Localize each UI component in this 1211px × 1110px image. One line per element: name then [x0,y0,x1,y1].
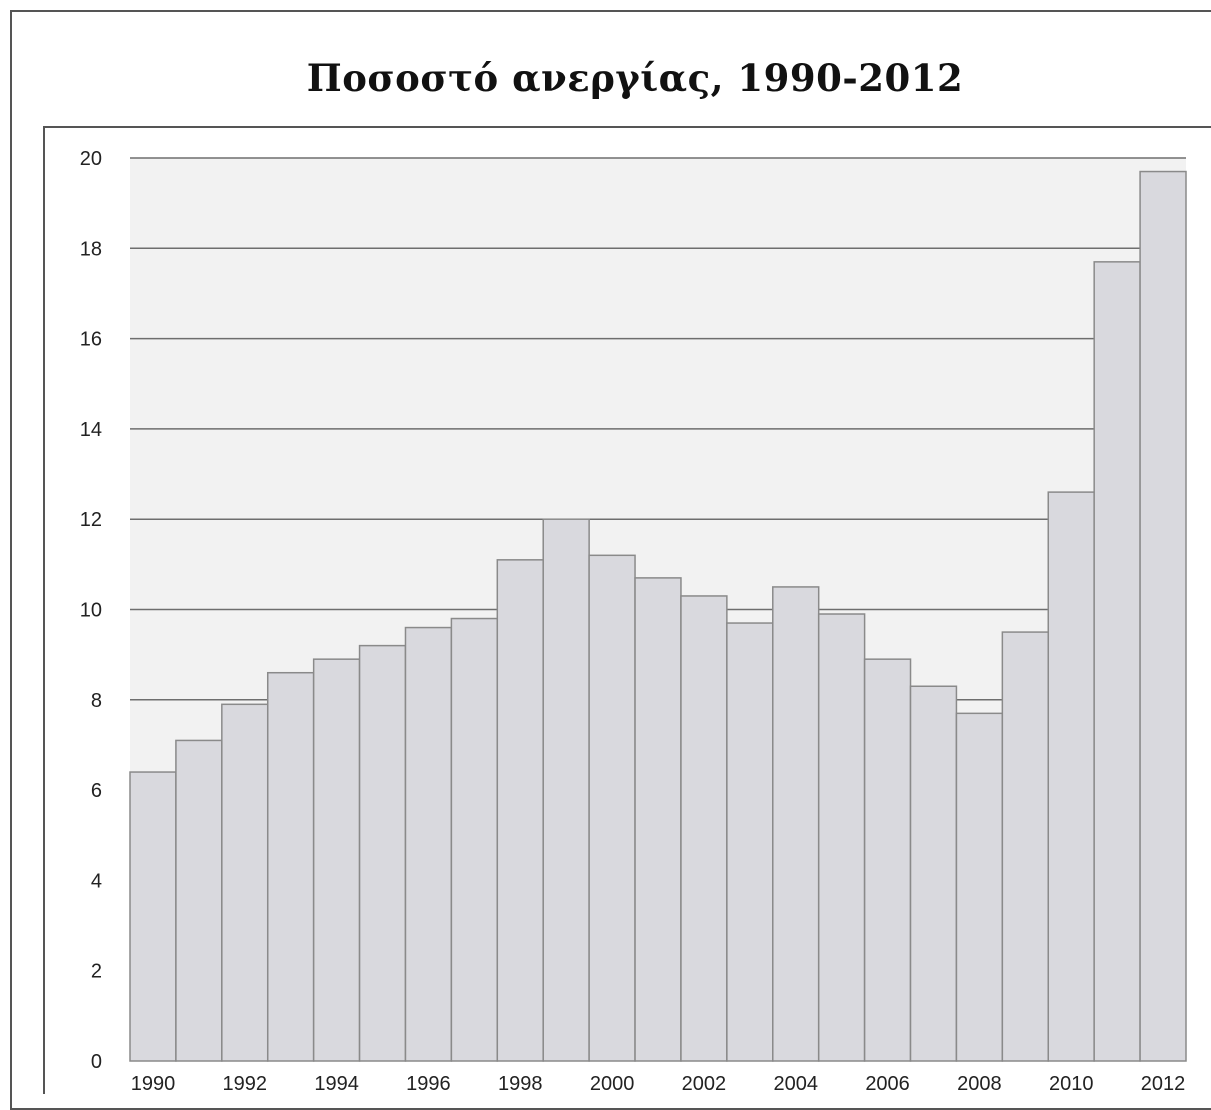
y-axis-tick-labels: 0 2 4 6 8 10 12 14 16 18 20 [80,148,102,1073]
y-tick-label: 18 [80,238,102,260]
bar-1990 [129,771,177,1062]
x-tick-label: 1992 [223,1073,268,1094]
x-tick-label: 1994 [314,1073,359,1094]
bar-1998 [496,559,544,1062]
x-tick-label: 1990 [131,1073,176,1094]
bar-2006 [863,658,912,1062]
y-tick-label: 10 [80,600,102,622]
bar-2004 [772,586,820,1062]
x-tick-label: 2000 [590,1073,635,1094]
y-tick-label: 16 [80,329,102,351]
bar-2002 [680,595,728,1062]
y-tick-label: 2 [91,961,102,983]
x-tick-label: 2006 [865,1073,910,1094]
x-tick-label: 1996 [406,1073,451,1094]
bar-1995 [358,644,407,1062]
bar-1992 [221,703,269,1062]
bar-2008 [955,712,1004,1062]
x-tick-label: 2012 [1141,1073,1186,1094]
y-tick-label: 20 [80,148,102,170]
bar-2012 [1139,170,1187,1062]
x-axis-tick-labels: 1990 1992 1994 1996 1998 2000 2002 2004 2006 2008… [131,1073,1186,1094]
bar-2010 [1047,491,1095,1062]
x-tick-label: 2004 [773,1073,818,1094]
y-tick-label: 6 [91,780,102,802]
x-tick-label: 2008 [957,1073,1002,1094]
bar-2007 [909,685,958,1062]
bar-2011 [1093,261,1141,1062]
bar-2001 [634,577,682,1062]
y-tick-label: 0 [91,1051,102,1073]
bar-1997 [450,617,499,1062]
x-tick-label: 2002 [682,1073,727,1094]
y-tick-label: 12 [80,509,102,531]
x-tick-label: 1998 [498,1073,543,1094]
bar-2003 [726,622,774,1062]
chart-title: Ποσοστό ανεργίας, 1990-2012 [306,56,964,100]
bar-1991 [175,739,223,1062]
bar-1996 [404,626,453,1062]
x-tick-label: 2010 [1049,1073,1094,1094]
bar-1999 [542,518,590,1062]
bar-2000 [588,554,636,1062]
bar-1993 [266,671,315,1062]
bar-2009 [1001,631,1050,1062]
bar-1994 [312,658,361,1062]
y-tick-label: 8 [91,690,102,712]
y-tick-label: 4 [91,870,102,892]
bars [129,170,1187,1062]
y-tick-label: 14 [80,419,102,441]
bar-2005 [817,613,866,1062]
